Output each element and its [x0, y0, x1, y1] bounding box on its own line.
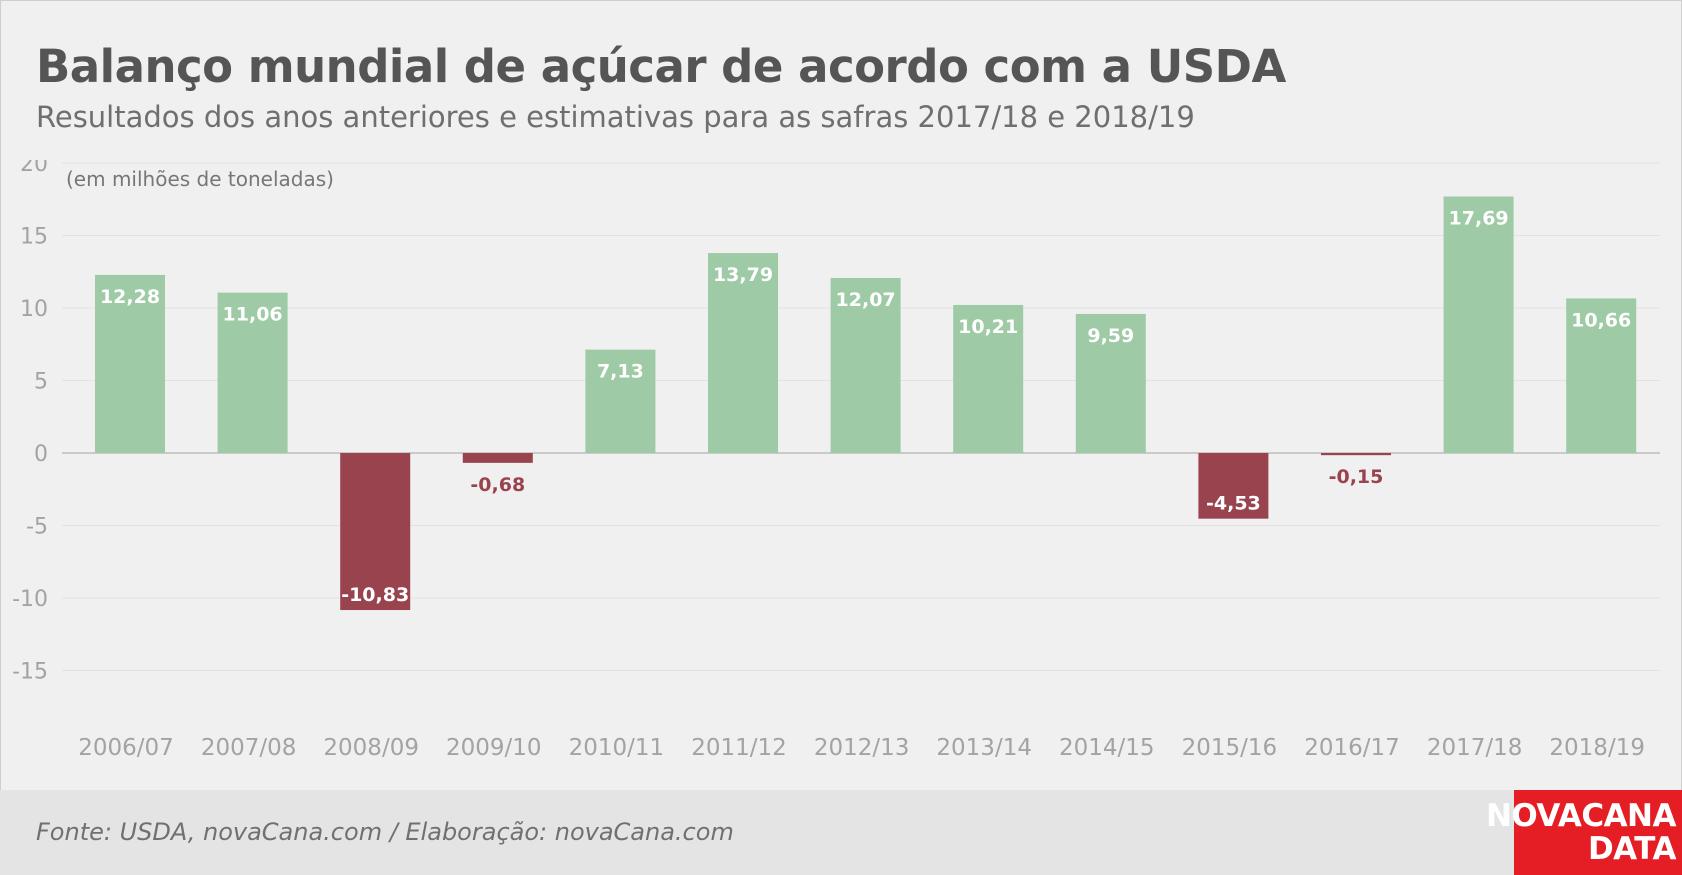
- grid-lines: [62, 162, 1660, 671]
- value-label: -0,68: [470, 474, 525, 496]
- y-tick-label: 5: [34, 370, 48, 395]
- bar-2006-07: [95, 274, 165, 453]
- bar-2013-14: [953, 304, 1024, 453]
- value-label: -4,53: [1206, 493, 1261, 515]
- chart-title: Balanço mundial de açúcar de acordo com …: [36, 40, 1286, 93]
- value-label: -0,15: [1329, 466, 1384, 488]
- unit-note: (em milhões de toneladas): [66, 167, 334, 191]
- logo-line-2: DATA: [1587, 830, 1677, 867]
- bar-2016-17: [1321, 453, 1391, 456]
- bars: [95, 196, 1637, 611]
- x-tick-label: 2011/12: [691, 735, 787, 761]
- x-tick-label: 2007/08: [201, 735, 297, 761]
- y-tick-label: -5: [26, 515, 48, 540]
- y-tick-label: 15: [20, 225, 48, 250]
- x-tick-label: 2013/14: [936, 735, 1032, 761]
- value-label: 17,69: [1449, 207, 1509, 229]
- bar-2008-09: [340, 453, 411, 611]
- x-tick-label: 2016/17: [1304, 735, 1400, 761]
- value-label: 12,28: [100, 286, 160, 308]
- x-tick-label: 2012/13: [814, 735, 910, 761]
- bar-2011-12: [708, 253, 778, 453]
- x-tick-label: 2018/19: [1549, 735, 1645, 761]
- bar-2007-08: [217, 292, 288, 453]
- x-tick-label: 2006/07: [78, 735, 174, 761]
- source-note: Fonte: USDA, novaCana.com / Elaboração: …: [36, 818, 734, 846]
- value-label: 7,13: [597, 361, 644, 383]
- value-label: -10,83: [341, 584, 409, 606]
- x-tick-label: 2014/15: [1059, 735, 1155, 761]
- bar-2018-19: [1566, 298, 1637, 453]
- y-tick-label: 10: [20, 297, 48, 322]
- x-tick-label: 2017/18: [1427, 735, 1523, 761]
- x-tick-label: 2008/09: [323, 735, 419, 761]
- value-label: 9,59: [1087, 325, 1134, 347]
- x-tick-label: 2009/10: [446, 735, 542, 761]
- value-label: 12,07: [836, 289, 896, 311]
- novacana-data-logo: NOVACANA DATA: [1486, 790, 1682, 875]
- bar-2014-15: [1075, 313, 1146, 453]
- y-axis-ticks: 20 15 10 5 0 -5 -10 -15: [12, 160, 48, 685]
- bar-2015-16: [1198, 453, 1269, 519]
- value-label: 11,06: [223, 304, 283, 326]
- bar-chart: (em milhões de toneladas) 20 15 10 5 0 -5 -10 -…: [12, 160, 1660, 761]
- value-label: 13,79: [713, 264, 773, 286]
- x-tick-label: 2015/16: [1182, 735, 1278, 761]
- value-label: 10,66: [1571, 309, 1631, 331]
- y-tick-label: -10: [12, 587, 48, 612]
- value-label: 10,21: [958, 316, 1018, 338]
- chart-subtitle: Resultados dos anos anteriores e estimat…: [36, 100, 1195, 134]
- logo-line-1: NOVACANA: [1485, 797, 1677, 834]
- bar-2009-10: [462, 453, 533, 463]
- bar-2017-18: [1443, 196, 1514, 453]
- y-tick-label: 0: [34, 442, 48, 467]
- bar-2010-11: [585, 349, 656, 453]
- y-tick-label: 20: [20, 160, 48, 177]
- x-tick-label: 2010/11: [569, 735, 665, 761]
- bar-2012-13: [830, 277, 901, 453]
- y-tick-label: -15: [12, 660, 48, 685]
- x-axis-ticks: 2006/07 2007/08 2008/09 2009/10 2010/11 2011/…: [78, 735, 1645, 761]
- value-labels: 12,28 11,06 -10,83 -0,68 7,13 13,79 12,07 10,21…: [100, 207, 1631, 606]
- footer: Fonte: USDA, novaCana.com / Elaboração: …: [0, 790, 1682, 875]
